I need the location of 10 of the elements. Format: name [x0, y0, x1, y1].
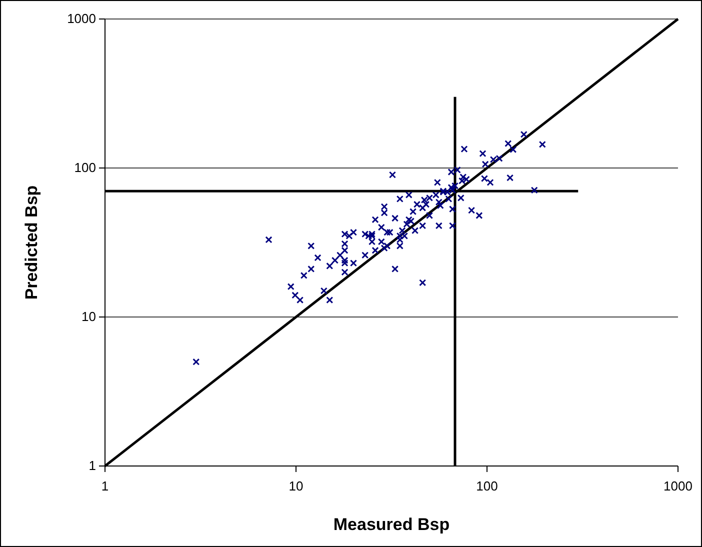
- x-tick-label: 10: [288, 478, 304, 494]
- y-tick-label: 100: [74, 160, 96, 176]
- y-axis-title: Predicted Bsp: [22, 185, 41, 300]
- y-tick-label: 1: [88, 458, 96, 474]
- x-tick-label: 100: [476, 478, 498, 494]
- y-tick-label: 10: [82, 309, 96, 324]
- x-tick-label: 1000: [664, 478, 692, 494]
- x-tick-label: 1: [101, 478, 109, 494]
- y-tick-label: 1000: [67, 11, 96, 26]
- x-axis-title: Measured Bsp: [333, 515, 450, 534]
